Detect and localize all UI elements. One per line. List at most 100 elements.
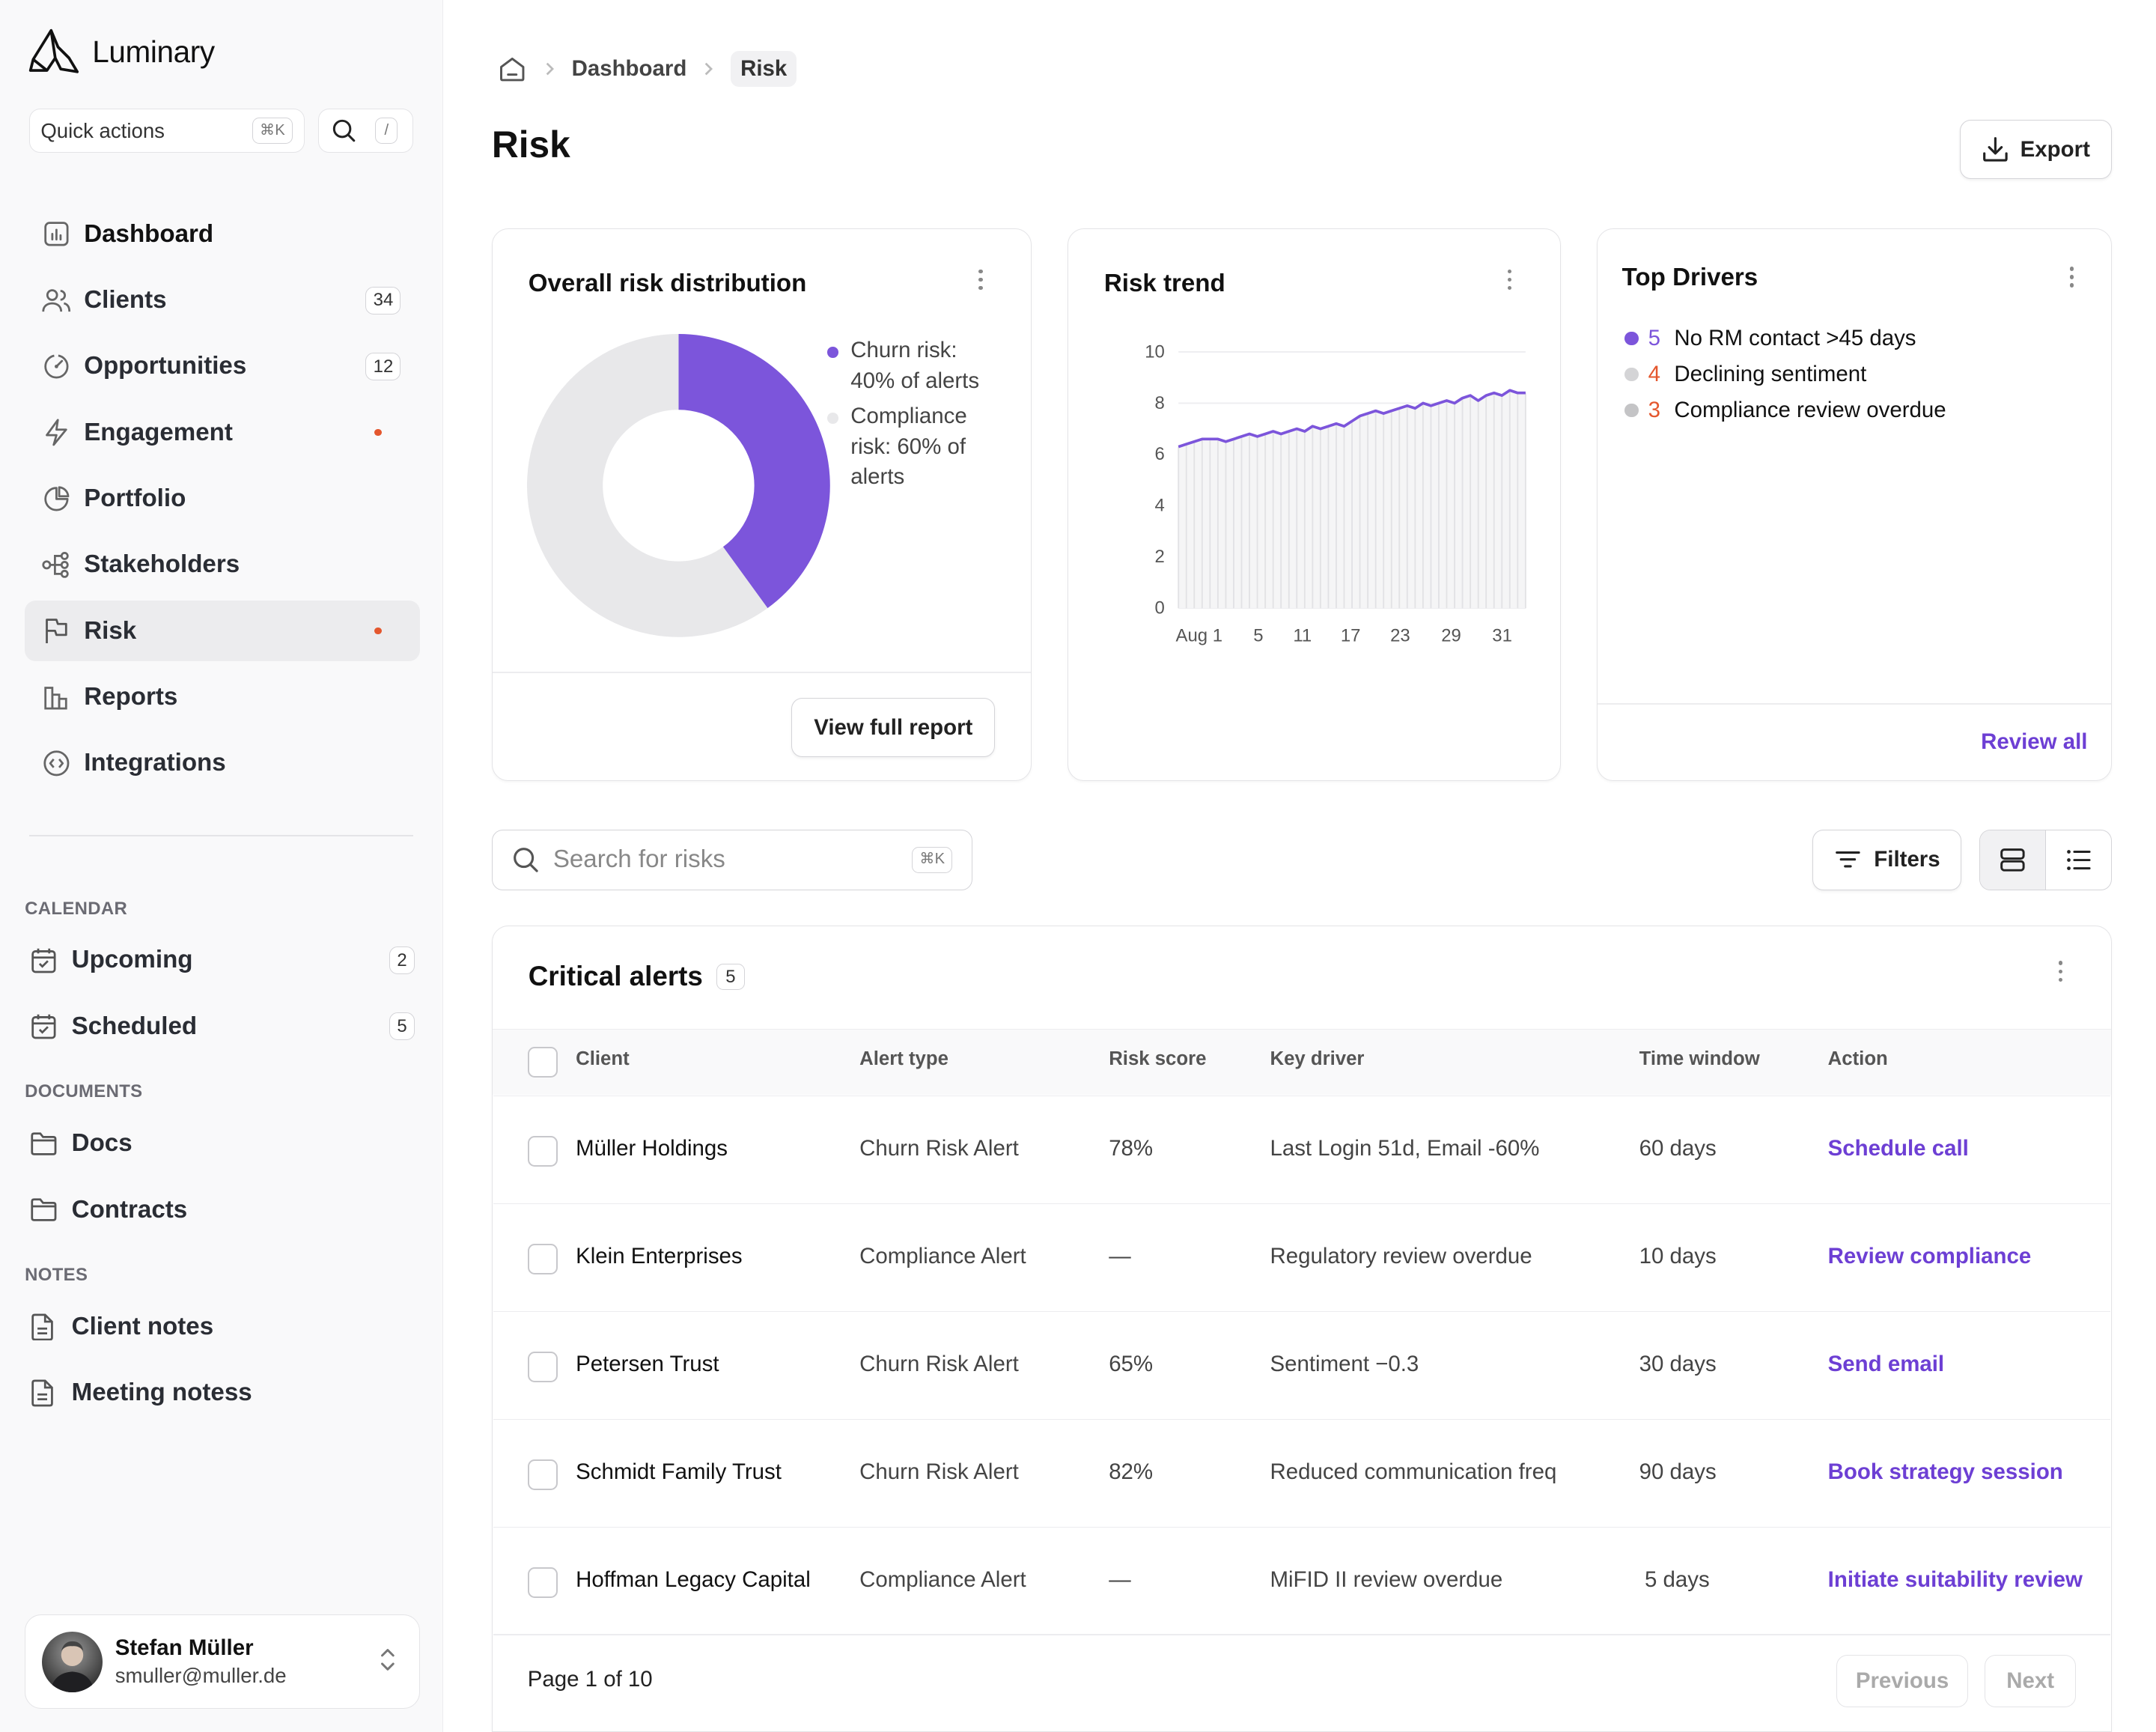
nav-label: Portfolio	[84, 484, 186, 513]
nav-item-portfolio[interactable]: Portfolio	[25, 469, 420, 529]
column-header-alert-type[interactable]: Alert type	[859, 1048, 948, 1070]
view-full-report-button[interactable]: View full report	[791, 698, 996, 758]
row-checkbox[interactable]	[527, 1567, 558, 1598]
rows-icon	[2000, 848, 2025, 872]
time-window-cell: 90 days	[1639, 1459, 1717, 1485]
sidebar: Luminary Quick actions ⌘K / Dashboard Cl…	[0, 0, 444, 1732]
table-row: Schmidt Family Trust Churn Risk Alert 82% R…	[493, 1419, 2110, 1527]
section-heading-documents: DOCUMENTS	[25, 1081, 143, 1102]
quick-actions-shortcut: ⌘K	[252, 118, 293, 145]
card-view-button[interactable]	[1980, 830, 2046, 890]
column-header-time-window[interactable]: Time window	[1639, 1048, 1760, 1070]
review-all-link[interactable]: Review all	[1981, 729, 2088, 755]
row-checkbox[interactable]	[527, 1459, 558, 1490]
y-tick-label: 4	[1155, 496, 1165, 516]
quick-actions-button[interactable]: Quick actions ⌘K	[28, 109, 305, 154]
table-row: Müller Holdings Churn Risk Alert 78% Last L…	[493, 1095, 2110, 1203]
driver-label: Declining sentiment	[1674, 362, 1867, 387]
nav-item-upcoming[interactable]: Upcoming 2	[30, 930, 415, 991]
key-driver-cell: Reduced communication freq	[1270, 1459, 1557, 1485]
action-link[interactable]: Send email	[1827, 1352, 1945, 1377]
nav-item-opportunities[interactable]: Opportunities 12	[25, 336, 420, 397]
card-title: Overall risk distribution	[528, 269, 807, 297]
nav-item-meeting-notes[interactable]: Meeting notess	[30, 1363, 415, 1423]
action-link[interactable]: Book strategy session	[1827, 1459, 2063, 1485]
download-icon	[1983, 137, 2008, 162]
column-header-client[interactable]: Client	[576, 1048, 630, 1070]
nav-item-scheduled[interactable]: Scheduled 5	[30, 996, 415, 1057]
nav-item-clients[interactable]: Clients 34	[25, 270, 420, 331]
y-tick-label: 2	[1155, 547, 1165, 567]
time-window-cell: 5 days	[1644, 1567, 1710, 1593]
breadcrumb: Dashboard Risk	[497, 49, 797, 88]
nav-item-dashboard[interactable]: Dashboard	[25, 204, 420, 264]
nav-item-risk[interactable]: Risk	[25, 601, 421, 662]
breadcrumb-dashboard[interactable]: Dashboard	[571, 55, 687, 81]
client-cell: Schmidt Family Trust	[576, 1459, 782, 1485]
x-tick-label: 31	[1492, 626, 1512, 646]
nav-item-integrations[interactable]: Integrations	[25, 733, 420, 794]
column-header-action[interactable]: Action	[1827, 1048, 1888, 1070]
action-link[interactable]: Initiate suitability review	[1827, 1567, 2083, 1593]
pie-chart-icon	[41, 484, 71, 514]
select-all-checkbox[interactable]	[527, 1047, 558, 1078]
more-options-icon[interactable]	[2058, 961, 2064, 985]
folder-icon	[30, 1128, 60, 1158]
row-checkbox[interactable]	[527, 1244, 558, 1274]
nav-item-engagement[interactable]: Engagement	[25, 402, 420, 463]
key-driver-cell: Sentiment −0.3	[1270, 1352, 1419, 1377]
flag-icon	[41, 616, 71, 645]
user-menu[interactable]: Stefan Müller smuller@muller.de	[25, 1614, 421, 1709]
status-dot	[1624, 367, 1639, 382]
key-driver-cell: Regulatory review overdue	[1270, 1244, 1532, 1269]
list-view-button[interactable]	[2046, 830, 2111, 890]
row-checkbox[interactable]	[527, 1352, 558, 1382]
view-toggle	[1979, 829, 2112, 890]
table-row: Petersen Trust Churn Risk Alert 65% Sentime…	[493, 1310, 2110, 1419]
y-tick-label: 0	[1155, 598, 1165, 619]
next-button[interactable]: Next	[1985, 1654, 2076, 1707]
x-tick-label: 17	[1341, 626, 1361, 646]
column-header-key-driver[interactable]: Key driver	[1270, 1048, 1365, 1070]
critical-alerts-card: Critical alerts 5	[491, 926, 2112, 1732]
more-options-icon[interactable]	[1507, 269, 1513, 294]
search-input[interactable]: Search for risks ⌘K	[491, 829, 973, 890]
driver-item: 5 No RM contact >45 days	[1624, 326, 1916, 351]
sidebar-divider	[28, 835, 413, 836]
more-options-icon[interactable]	[2069, 267, 2075, 291]
export-label: Export	[2020, 136, 2090, 162]
nav-item-stakeholders[interactable]: Stakeholders	[25, 535, 420, 595]
previous-button[interactable]: Previous	[1836, 1654, 1969, 1707]
action-link[interactable]: Schedule call	[1827, 1136, 1969, 1161]
more-options-icon[interactable]	[978, 269, 984, 294]
filters-button[interactable]: Filters	[1812, 829, 1962, 890]
action-link[interactable]: Review compliance	[1827, 1244, 2032, 1269]
legend-label: Compliance risk: 60% of alerts	[850, 404, 967, 490]
nav-item-reports[interactable]: Reports	[25, 667, 420, 728]
pie-slice-churn	[678, 334, 830, 609]
nav-item-client-notes[interactable]: Client notes	[30, 1296, 415, 1357]
home-icon[interactable]	[497, 54, 527, 84]
nav-label: Clients	[84, 286, 167, 315]
export-button[interactable]: Export	[1960, 120, 2112, 180]
list-icon	[2067, 849, 2091, 870]
document-icon	[30, 1312, 60, 1342]
hierarchy-icon	[41, 550, 71, 580]
page-title: Risk	[491, 123, 570, 165]
alert-type-cell: Churn Risk Alert	[859, 1459, 1019, 1485]
lightning-icon	[41, 418, 71, 448]
x-tick-label: Aug 1	[1176, 626, 1222, 646]
column-header-risk-score[interactable]: Risk score	[1109, 1048, 1207, 1070]
nav-item-docs[interactable]: Docs	[30, 1113, 415, 1174]
risk-score-cell: 78%	[1109, 1136, 1154, 1161]
alert-count-badge: 5	[716, 963, 745, 991]
row-checkbox[interactable]	[527, 1136, 558, 1167]
nav-label: Risk	[84, 616, 137, 645]
card-title: Risk trend	[1103, 269, 1225, 297]
nav-item-contracts[interactable]: Contracts	[30, 1179, 415, 1240]
logo[interactable]: Luminary	[28, 28, 215, 77]
chevron-up-down-icon	[378, 1646, 398, 1674]
search-button[interactable]: /	[318, 109, 413, 154]
nav-label: Client notes	[71, 1312, 214, 1340]
alert-type-cell: Compliance Alert	[859, 1567, 1026, 1593]
